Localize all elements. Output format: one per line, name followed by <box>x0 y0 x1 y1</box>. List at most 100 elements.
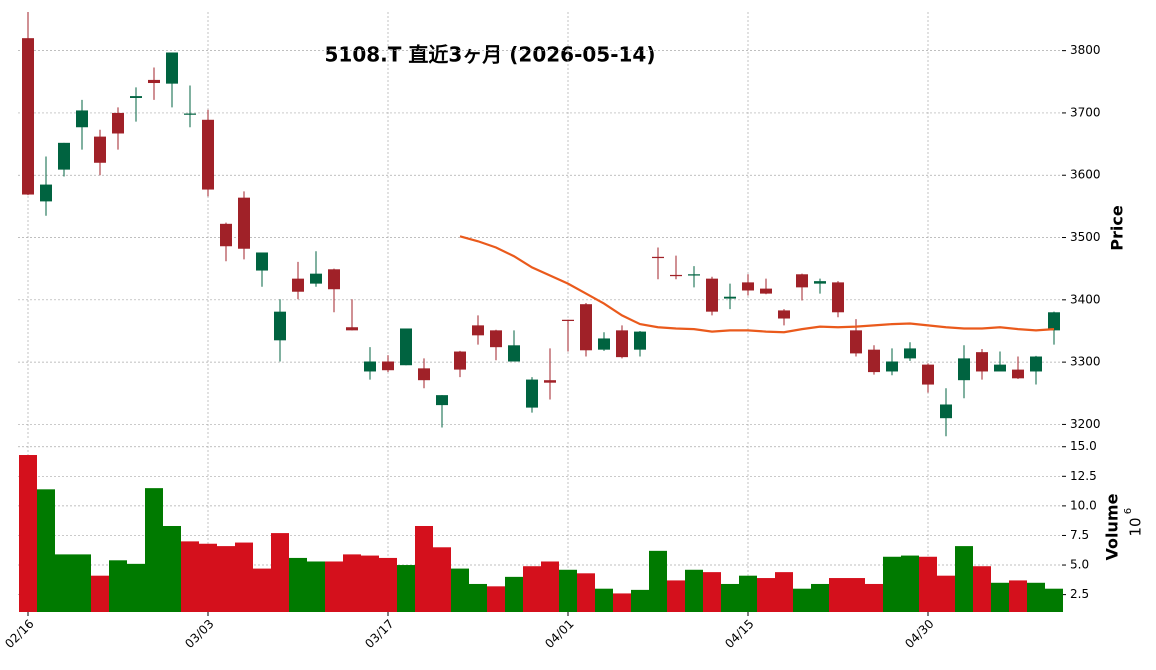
candle-body <box>400 328 412 366</box>
volume-bar <box>145 488 163 612</box>
candle-body <box>922 364 934 385</box>
volume-bar <box>757 578 775 612</box>
candle-body <box>166 52 178 84</box>
volume-bar <box>271 533 289 612</box>
y-tick-label: 10.0 <box>1070 498 1097 512</box>
volume-bar <box>991 582 1009 612</box>
candle-body <box>220 223 232 247</box>
volume-bar <box>307 561 325 612</box>
candle-body <box>886 361 898 372</box>
volume-bar <box>325 561 343 612</box>
volume-bar <box>343 554 361 612</box>
volume-bar <box>595 588 613 612</box>
volume-bar <box>91 575 109 612</box>
candle-body <box>58 142 70 170</box>
volume-bar <box>775 572 793 612</box>
y-tick-label: 3800 <box>1070 43 1101 57</box>
candle-body <box>508 345 520 362</box>
candle-body <box>310 273 322 284</box>
volume-bar <box>415 525 433 612</box>
volume-bar <box>721 583 739 612</box>
candle-body <box>130 96 142 98</box>
x-tick-label: 03/17 <box>362 617 396 651</box>
volume-bar <box>523 566 541 612</box>
candle-body <box>292 278 304 292</box>
volume-bar <box>847 578 865 612</box>
volume-axis-label: Volume <box>1103 493 1122 560</box>
volume-bar <box>937 575 955 612</box>
x-tick-label: 04/15 <box>722 617 756 651</box>
y-tick-label: 3300 <box>1070 355 1101 369</box>
volume-bar <box>37 489 55 612</box>
y-tick-label: 3400 <box>1070 292 1101 306</box>
volume-bar <box>433 547 451 612</box>
y-tick-label: 12.5 <box>1070 469 1097 483</box>
volume-bar <box>685 569 703 612</box>
candle-body <box>634 331 646 350</box>
candle-body <box>832 282 844 313</box>
volume-bar <box>541 561 559 612</box>
candle-body <box>436 395 448 406</box>
y-tick-label: 2.5 <box>1070 587 1089 601</box>
volume-bar <box>397 565 415 612</box>
candle-body <box>544 380 556 383</box>
volume-bar <box>919 556 937 612</box>
candle-body <box>796 274 808 288</box>
candle-body <box>904 348 916 359</box>
volume-scale-exponent: 6 <box>1123 508 1134 514</box>
candle-body <box>202 119 214 190</box>
candle-body <box>238 197 250 249</box>
volume-bar <box>127 563 145 612</box>
candle-body <box>148 79 160 84</box>
chart-title: 5108.T 直近3ヶ月 (2026-05-14) <box>325 43 656 67</box>
candle-body <box>598 338 610 350</box>
y-tick-label: 5.0 <box>1070 558 1089 572</box>
volume-bar <box>649 550 667 612</box>
volume-bar <box>829 578 847 612</box>
volume-bar <box>811 583 829 612</box>
candle-body <box>94 136 106 163</box>
candle-body <box>184 113 196 115</box>
volume-bar <box>181 541 199 612</box>
candle-body <box>652 256 664 259</box>
moving-average <box>459 235 1055 334</box>
y-tick-label: 3200 <box>1070 417 1101 431</box>
y-tick-label: 15.0 <box>1070 439 1097 453</box>
candle-body <box>940 404 952 419</box>
candle-body <box>778 310 790 319</box>
candle-body <box>868 349 880 373</box>
volume-scale-base: 10 <box>1127 517 1145 536</box>
x-tick-label: 04/30 <box>902 617 936 651</box>
volume-bar <box>901 555 919 612</box>
candle-body <box>1030 356 1042 372</box>
volume-bar <box>865 583 883 612</box>
candle-body <box>526 379 538 408</box>
candle-body <box>76 110 88 128</box>
candle-body <box>706 278 718 312</box>
candle-body <box>850 330 862 354</box>
volume-bar <box>1045 588 1063 612</box>
candle-body <box>274 311 286 341</box>
candle-body <box>994 364 1006 372</box>
volume-bar <box>793 588 811 612</box>
candle-body <box>688 274 700 276</box>
y-tick-label: 3600 <box>1070 168 1101 182</box>
candle-body <box>616 330 628 358</box>
volume-bar <box>451 568 469 612</box>
volume-bar <box>163 525 181 612</box>
candle-body <box>670 274 682 277</box>
volume-bar <box>577 573 595 612</box>
volume-bar <box>739 575 757 612</box>
candle-body <box>814 281 826 284</box>
candle-body <box>382 361 394 371</box>
volume-bar <box>109 560 127 612</box>
volume-bar <box>199 543 217 612</box>
volume-bar <box>487 586 505 612</box>
volume-bar <box>955 546 973 612</box>
y-tick-label: 7.5 <box>1070 528 1089 542</box>
candle-body <box>346 327 358 331</box>
volume-bar <box>361 555 379 612</box>
volume-bar <box>1027 582 1045 612</box>
candle-body <box>256 252 268 271</box>
